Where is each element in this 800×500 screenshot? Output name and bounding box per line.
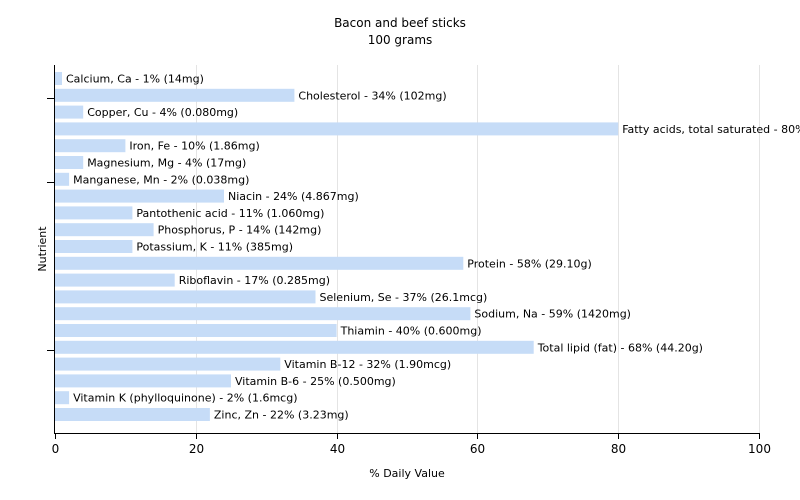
axes-group [47,65,759,434]
bar-label-3: Fatty acids, total saturated - 80% (16.0… [622,123,800,136]
bar-9 [55,223,154,237]
bar-17 [55,357,281,371]
bars-group: Calcium, Ca - 1% (14mg) Cholesterol - 34%… [55,72,800,422]
bar-13 [55,290,316,304]
x-tick-label-80: 80 [611,442,626,456]
bar-label-14: Sodium, Na - 59% (1420mg) [474,308,631,321]
bar-label-15: Thiamin - 40% (0.600mg) [340,325,482,338]
x-tick-label-20: 20 [189,442,204,456]
bar-0 [55,72,62,85]
x-tick-label-0: 0 [52,442,60,456]
bar-label-17: Vitamin B-12 - 32% (1.90mcg) [284,358,451,371]
bar-label-16: Total lipid (fat) - 68% (44.20g) [537,341,703,354]
bar-label-11: Protein - 58% (29.10g) [467,257,592,270]
bar-12 [55,273,175,287]
bar-label-1: Cholesterol - 34% (102mg) [298,89,446,102]
bar-label-6: Manganese, Mn - 2% (0.038mg) [73,173,249,186]
bar-label-9: Phosphorus, P - 14% (142mg) [158,224,322,237]
bar-label-12: Riboflavin - 17% (0.285mg) [179,274,330,287]
x-tick-label-40: 40 [330,442,345,456]
bar-label-18: Vitamin B-6 - 25% (0.500mg) [235,375,396,388]
bar-label-8: Pantothenic acid - 11% (1.060mg) [136,207,324,220]
bar-5 [55,156,84,169]
bar-18 [55,374,231,388]
chart-title: Bacon and beef sticks [334,16,466,30]
chart-subtitle: 100 grams [368,33,433,47]
bar-label-2: Copper, Cu - 4% (0.080mg) [87,106,238,119]
bar-14 [55,307,471,321]
x-ticks-group: 0 20 40 60 80 100 [52,433,771,456]
bar-1 [55,88,295,102]
bar-label-7: Niacin - 24% (4.867mg) [228,190,359,203]
bar-3 [55,122,619,136]
bar-label-5: Magnesium, Mg - 4% (17mg) [87,157,246,170]
bar-7 [55,189,224,203]
bar-2 [55,105,84,119]
bar-label-4: Iron, Fe - 10% (1.86mg) [129,140,259,153]
bar-label-0: Calcium, Ca - 1% (14mg) [66,73,204,86]
x-tick-label-60: 60 [470,442,485,456]
x-axis-title: % Daily Value [369,467,445,480]
bar-label-13: Selenium, Se - 37% (26.1mcg) [320,291,488,304]
bar-10 [55,240,133,253]
bar-15 [55,324,337,337]
bar-19 [55,391,70,405]
bar-label-10: Potassium, K - 11% (385mg) [136,241,293,254]
bar-8 [55,206,133,220]
bar-label-20: Zinc, Zn - 22% (3.23mg) [214,409,349,422]
bar-6 [55,172,70,186]
bar-label-19: Vitamin K (phylloquinone) - 2% (1.6mcg) [73,392,297,405]
y-axis-title: Nutrient [36,226,49,272]
x-tick-label-100: 100 [748,442,771,456]
bar-16 [55,340,534,354]
bar-4 [55,139,126,153]
bar-11 [55,256,464,270]
bar-20 [55,408,210,421]
